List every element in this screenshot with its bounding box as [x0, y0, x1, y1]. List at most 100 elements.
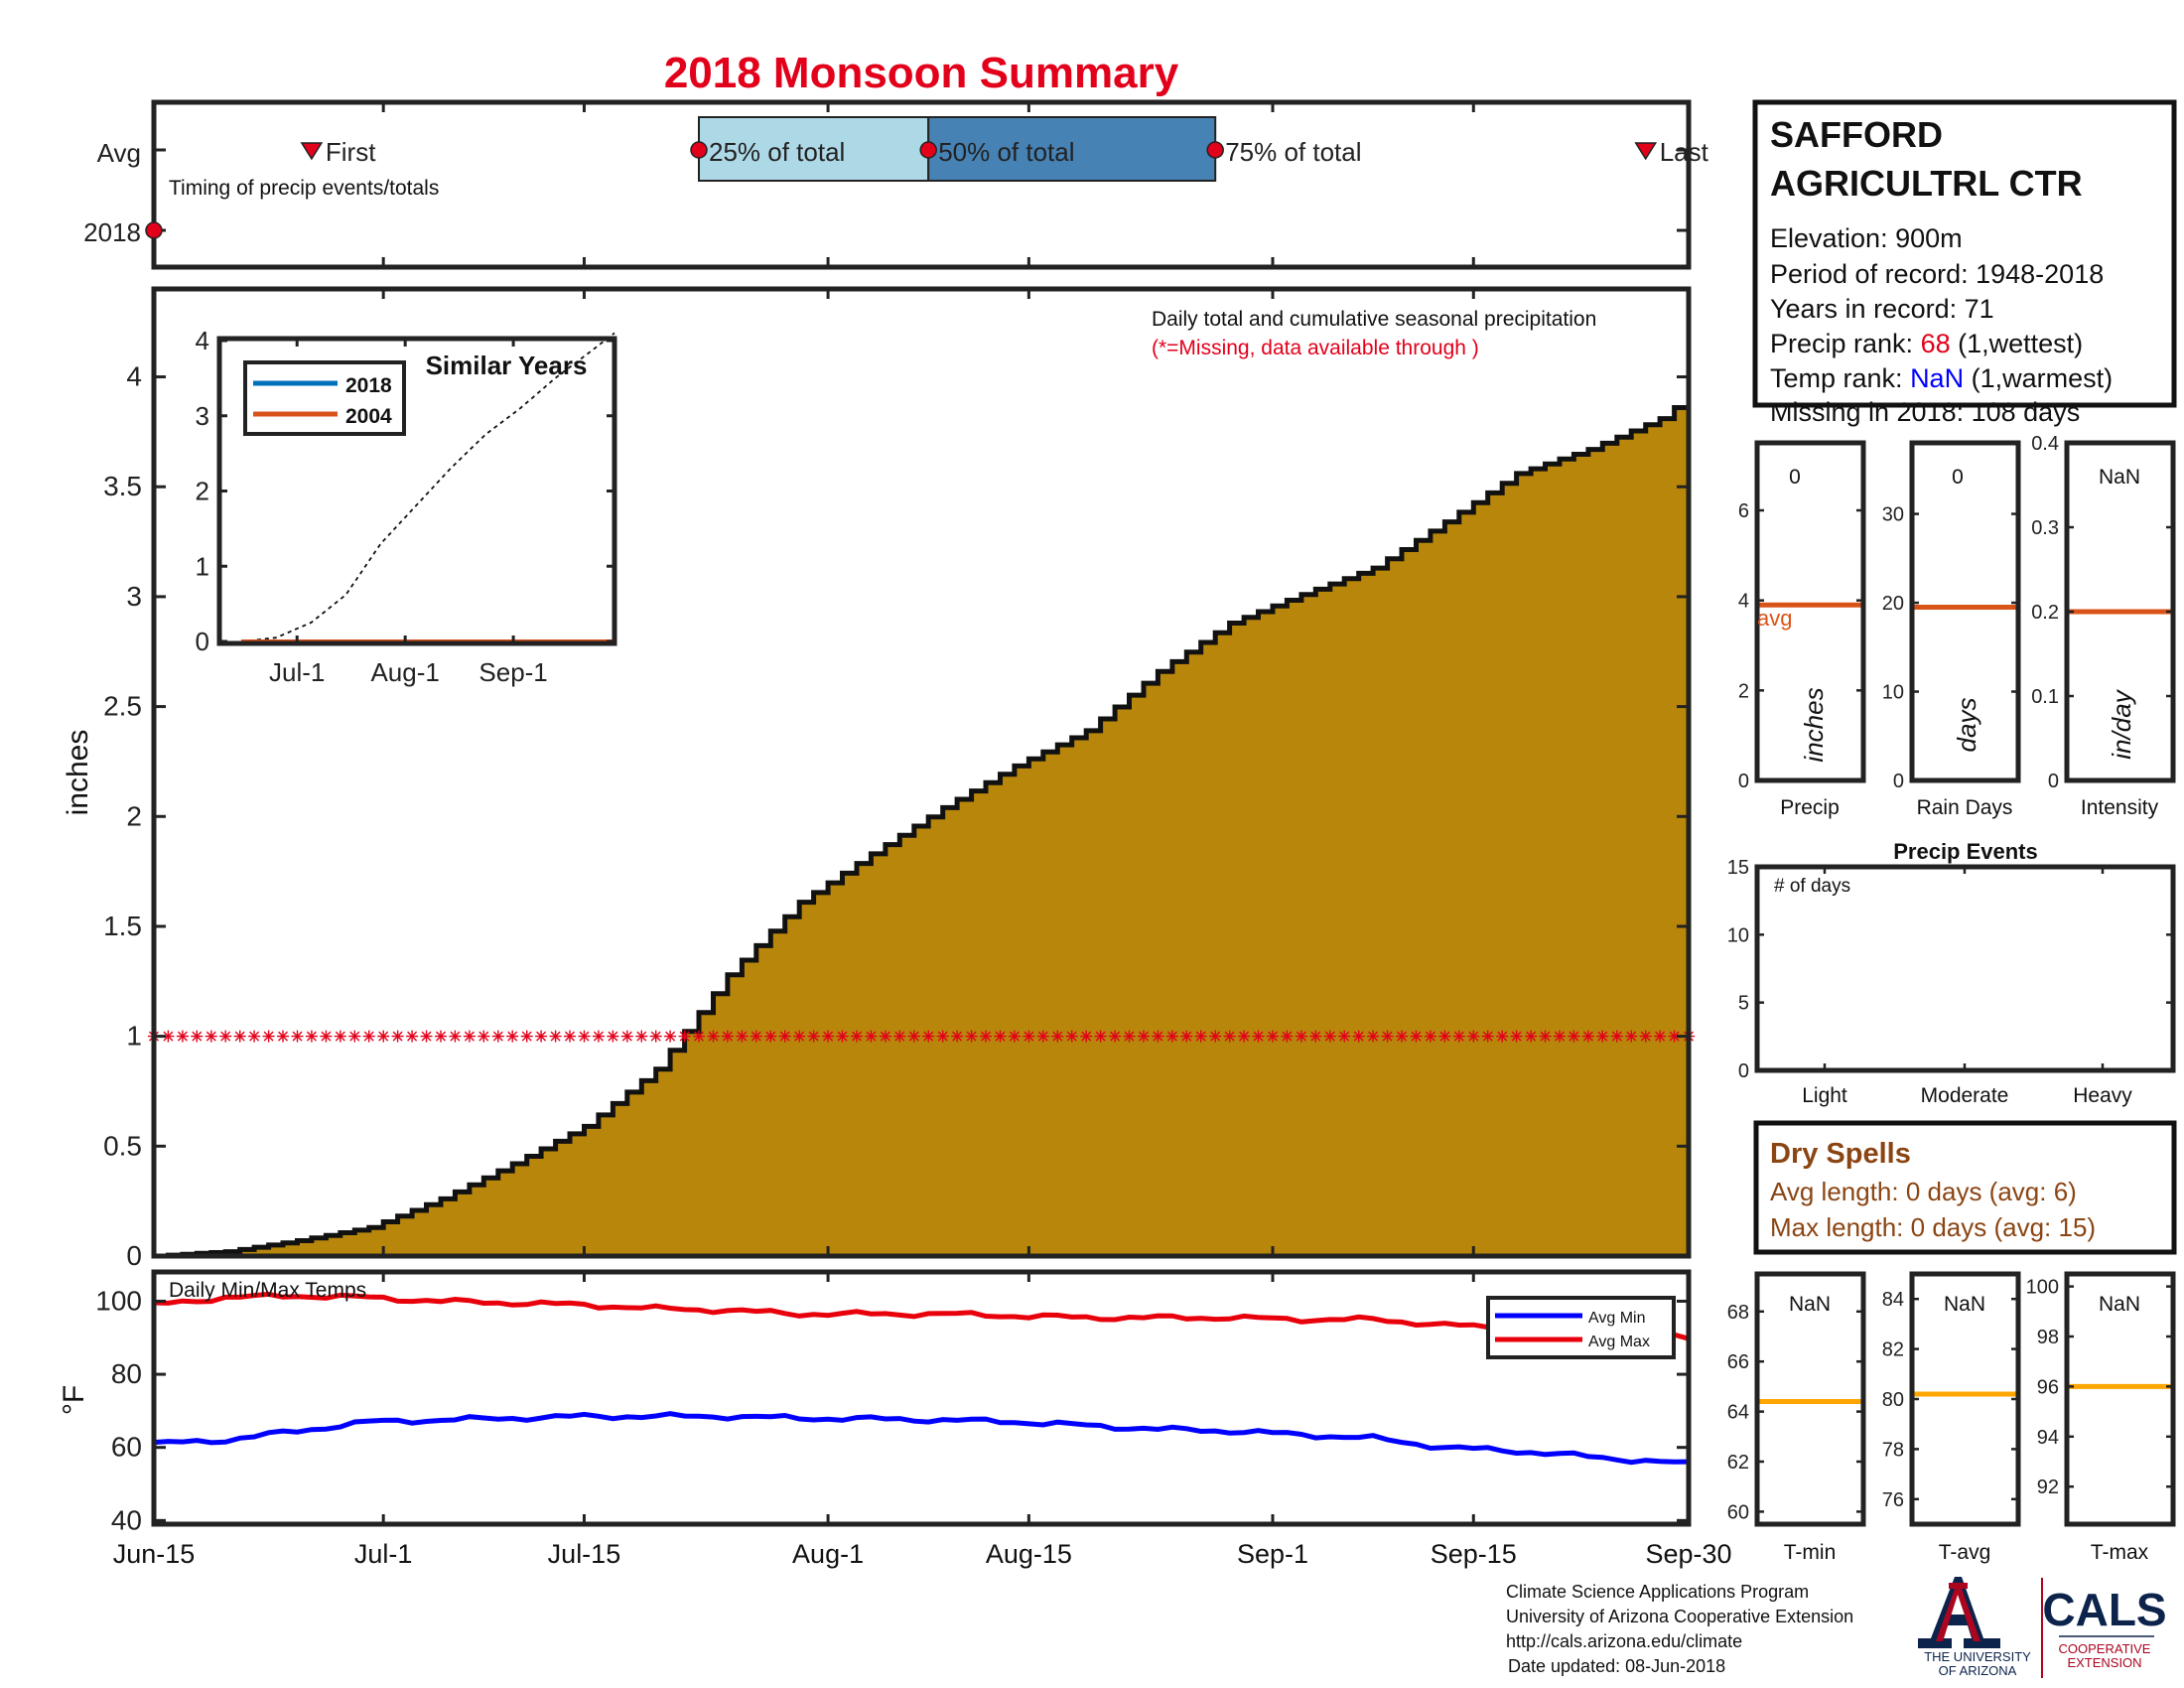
missing-star-icon	[793, 1030, 806, 1043]
main-y-tick-label: 2	[126, 800, 142, 831]
panel-y-tick-label: 62	[1727, 1452, 1749, 1474]
rain-days-panel-axis: 0 10 20 30	[1882, 504, 2018, 792]
missing-star-icon	[1094, 1030, 1107, 1043]
q25-label: 25% of total	[709, 137, 845, 167]
panel-y-tick-label: 84	[1882, 1289, 1904, 1311]
tmin-panel-label: T-min	[1784, 1541, 1837, 1564]
missing-star-icon	[406, 1030, 419, 1043]
missing-star-icon	[649, 1030, 662, 1043]
main-y-tick-label: 3.5	[103, 471, 142, 501]
dry-spells-title: Dry Spells	[1770, 1138, 1911, 1170]
rain-days-panel-value: 0	[1952, 466, 1964, 489]
tmax-panel-label: T-max	[2091, 1541, 2149, 1564]
missing-star-icon	[1654, 1030, 1667, 1043]
missing-star-icon	[449, 1030, 462, 1043]
missing-star-icon	[951, 1030, 964, 1043]
missing-star-icon	[362, 1030, 375, 1043]
inset-y-tick-label: 2	[196, 477, 209, 506]
missing-star-icon	[478, 1030, 490, 1043]
panel-y-tick-label: 100	[2026, 1277, 2059, 1299]
precip-stat-panel: 0 2 4 6 0 avg inches Precip	[1738, 440, 1866, 819]
missing-star-icon	[1023, 1030, 1035, 1043]
missing-star-icon	[1223, 1030, 1236, 1043]
footer-line3: http://cals.arizona.edu/climate	[1506, 1631, 1742, 1651]
station-period: Period of record: 1948-2018	[1770, 259, 2104, 289]
missing-star-icon	[506, 1030, 519, 1043]
tmin-panel-frame	[1754, 1271, 1866, 1527]
missing-star-icon	[836, 1030, 849, 1043]
temp-chart-frame	[151, 1269, 1692, 1527]
cals-logo: CALS COOPERATIVE EXTENSION	[2042, 1584, 2166, 1670]
missing-star-icon	[865, 1030, 878, 1043]
precip-events-heavy: Heavy	[2073, 1084, 2132, 1107]
inset-x-axis: Jul-1 Aug-1 Sep-1	[269, 339, 548, 687]
inset-y-tick-label: 0	[196, 627, 209, 656]
temp-y-axis: 40 60 80 100	[95, 1285, 1689, 1535]
panel-y-tick-label: 15	[1727, 857, 1749, 879]
missing-star-icon	[822, 1030, 835, 1043]
first-event-label: First	[326, 137, 376, 167]
figure-title: 2018 Monsoon Summary	[664, 49, 1179, 97]
timing-panel: Avg 2018 Timing of precip events/totals …	[83, 99, 1709, 270]
tmax-panel-value: NaN	[2099, 1293, 2140, 1316]
missing-star-icon	[1338, 1030, 1351, 1043]
missing-star-icon	[1123, 1030, 1136, 1043]
missing-star-icon	[549, 1030, 562, 1043]
main-y-tick-label: 2.5	[103, 691, 142, 722]
missing-star-icon	[1568, 1030, 1580, 1043]
panel-y-tick-label: 0	[1893, 771, 1904, 792]
main-y-tick-label: 0.5	[103, 1130, 142, 1161]
missing-star-icon	[893, 1030, 906, 1043]
intensity-panel-axis: 0 0.1 0.2 0.3 0.4	[2031, 433, 2173, 792]
temp-caption: Daily Min/Max Temps	[169, 1279, 366, 1302]
missing-star-icon	[1438, 1030, 1451, 1043]
panel-y-tick-label: 5	[1738, 993, 1749, 1015]
avg-max-temp-line	[153, 1291, 1690, 1341]
missing-star-icon	[491, 1030, 504, 1043]
missing-note: (*=Missing, data available through )	[1152, 337, 1479, 359]
inset-x-tick-label: Jul-1	[269, 657, 325, 687]
inset-title: Similar Years	[426, 351, 588, 380]
timing-row-year: 2018	[83, 217, 141, 247]
tmax-panel-frame	[2064, 1271, 2176, 1527]
main-x-axis	[152, 289, 1691, 1256]
panel-y-tick-label: 82	[1882, 1339, 1904, 1361]
missing-star-icon	[721, 1030, 734, 1043]
station-name-line2: AGRICULTRL CTR	[1770, 163, 2083, 204]
missing-star-icon	[1525, 1030, 1538, 1043]
last-event-marker	[1634, 142, 1658, 161]
first-event-marker	[300, 142, 324, 161]
missing-star-icon	[233, 1030, 246, 1043]
missing-data-markers	[148, 1030, 1695, 1043]
missing-star-icon	[678, 1030, 691, 1043]
temp-y-label: °F	[58, 1385, 90, 1415]
dry-spells-frame	[1753, 1120, 2177, 1255]
station-name-line1: SAFFORD	[1770, 114, 1943, 155]
missing-star-icon	[764, 1030, 777, 1043]
last-event-label: Last	[1660, 137, 1709, 167]
timing-q25-q50-box	[698, 116, 930, 182]
panel-y-tick-label: 4	[1738, 591, 1749, 613]
missing-star-icon	[248, 1030, 261, 1043]
precip-events-inner-label: # of days	[1774, 876, 1850, 897]
timing-caption: Timing of precip events/totals	[169, 177, 439, 200]
missing-star-icon	[635, 1030, 648, 1043]
footer-line1: Climate Science Applications Program	[1506, 1582, 1809, 1602]
missing-star-icon	[1080, 1030, 1093, 1043]
cals-sub1: COOPERATIVE	[2059, 1641, 2151, 1656]
panel-y-tick-label: 6	[1738, 500, 1749, 522]
missing-star-icon	[391, 1030, 404, 1043]
temperature-chart: 40 60 80 100 Jun-15 Jul-1 Jul-15 Aug-1 Aug-15 Se…	[58, 1269, 1732, 1569]
inset-y-axis: 0 1 2 3 4	[196, 326, 614, 656]
main-y-tick-label: 1	[126, 1021, 142, 1052]
station-years: Years in record: 71	[1770, 294, 1994, 324]
missing-star-icon	[1180, 1030, 1193, 1043]
cumulative-precip-line	[154, 396, 1692, 1259]
missing-star-icon	[1051, 1030, 1064, 1043]
missing-star-icon	[807, 1030, 820, 1043]
precip-events-panel: Precip Events 0 5 10 15 # of days Light Mod…	[1727, 839, 2176, 1107]
x-tick-label: Jul-15	[548, 1539, 621, 1569]
x-tick-label: Aug-15	[986, 1539, 1072, 1569]
panel-y-tick-label: 30	[1882, 504, 1904, 526]
main-y-tick-label: 1.5	[103, 911, 142, 941]
